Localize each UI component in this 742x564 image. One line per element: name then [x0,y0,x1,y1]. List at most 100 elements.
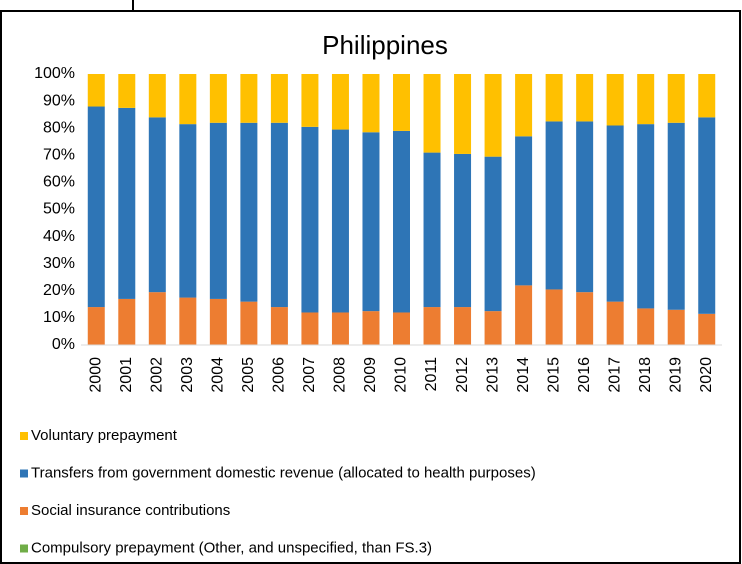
bar-segment [270,74,288,123]
bar-segment [484,74,502,157]
bar-segment [393,74,410,131]
y-tick-label: 60% [43,174,75,191]
bar-segment [393,130,410,313]
bar-segment [87,106,105,308]
x-tick-label: 2015 [545,357,562,393]
x-tick-label: 2001 [118,357,135,393]
bar-segment [667,74,685,123]
bar-segment [545,289,563,345]
bar-segment [301,74,319,127]
x-tick-label: 2010 [393,357,410,393]
bar-segment [240,122,258,302]
bar-segment [362,74,380,133]
bar-segment [545,74,563,122]
x-tick-label: 2007 [301,357,318,393]
x-tick-label: 2005 [240,357,257,393]
bar-segment [118,74,136,108]
x-tick-label: 2000 [87,357,104,393]
bar-segment [179,124,197,298]
legend-label: Transfers from government domestic reven… [31,464,536,481]
bar-segment [484,156,502,312]
y-tick-label: 90% [43,92,75,109]
y-tick-label: 20% [43,282,75,299]
legend-label: Voluntary prepayment [31,427,178,444]
bar-segment [667,309,685,345]
bar-segment [423,307,441,345]
y-tick-label: 0% [52,336,75,353]
x-tick-label: 2003 [179,357,196,393]
x-tick-label: 2017 [606,357,623,393]
bar-segment [637,124,655,309]
y-tick-label: 100% [34,65,75,82]
bar-segment [637,308,655,345]
bar-segment [362,311,380,345]
legend-swatch [20,507,28,515]
x-tick-label: 2002 [149,357,166,393]
legend-swatch [20,469,28,478]
bar-segment [148,117,166,293]
bar-segment [148,292,166,345]
bar-segment [179,74,197,125]
x-tick-label: 2006 [271,357,288,393]
bar-segment [606,301,624,345]
bar-segment [606,125,624,302]
bar-segment [698,313,716,345]
bar-segment [576,74,594,122]
bar-segment [515,74,533,137]
bar-segment [576,121,594,293]
bar-segment [179,297,197,345]
y-tick-label: 50% [43,201,75,218]
chart-title: Philippines [322,30,448,60]
y-tick-label: 30% [43,255,75,272]
bar-segment [393,312,410,345]
bar-segment [606,74,624,126]
x-tick-label: 2011 [423,357,440,392]
x-tick-label: 2018 [637,357,654,393]
bar-segment [270,122,288,308]
bar-segment [209,298,227,345]
x-tick-label: 2016 [576,357,593,393]
x-tick-label: 2020 [698,357,715,393]
bar-segment [301,312,319,345]
bar-segment [118,107,136,299]
x-tick-label: 2009 [362,357,379,393]
bar-segment [331,129,349,313]
y-tick-label: 80% [43,119,75,136]
y-tick-label: 70% [43,147,75,164]
bar-segment [270,307,288,345]
bar-segment [484,311,502,345]
x-tick-label: 2019 [667,357,684,393]
bar-segment [301,126,319,313]
x-tick-label: 2013 [484,357,501,393]
y-tick-label: 10% [43,309,75,326]
bar-segment [331,74,349,130]
bar-segment [423,152,441,308]
bar-segment [209,74,227,123]
bar-segment [576,292,594,345]
x-tick-label: 2008 [332,357,349,393]
bar-segment [454,153,472,308]
legend-label: Compulsory prepayment (Other, and unspec… [31,539,432,556]
bar-segment [240,301,258,345]
x-tick-label: 2004 [210,357,227,393]
bar-segment [515,136,533,286]
legend-label: Social insurance contributions [31,502,230,519]
bar-segment [698,74,716,118]
legend-swatch [20,432,28,440]
bar-segment [515,285,533,345]
bar-segment [423,74,441,153]
bar-segment [637,74,655,125]
bar-segment [454,307,472,345]
bar-segment [118,298,136,345]
y-tick-label: 40% [43,228,75,245]
bar-segment [87,307,105,345]
bar-segment [545,121,563,290]
bar-segment [454,74,472,154]
bar-segment [698,117,716,314]
bar-segment [209,122,227,299]
bar-segment [667,122,685,310]
bar-segment [148,74,166,118]
x-tick-label: 2014 [515,357,532,393]
x-tick-label: 2012 [454,357,471,393]
